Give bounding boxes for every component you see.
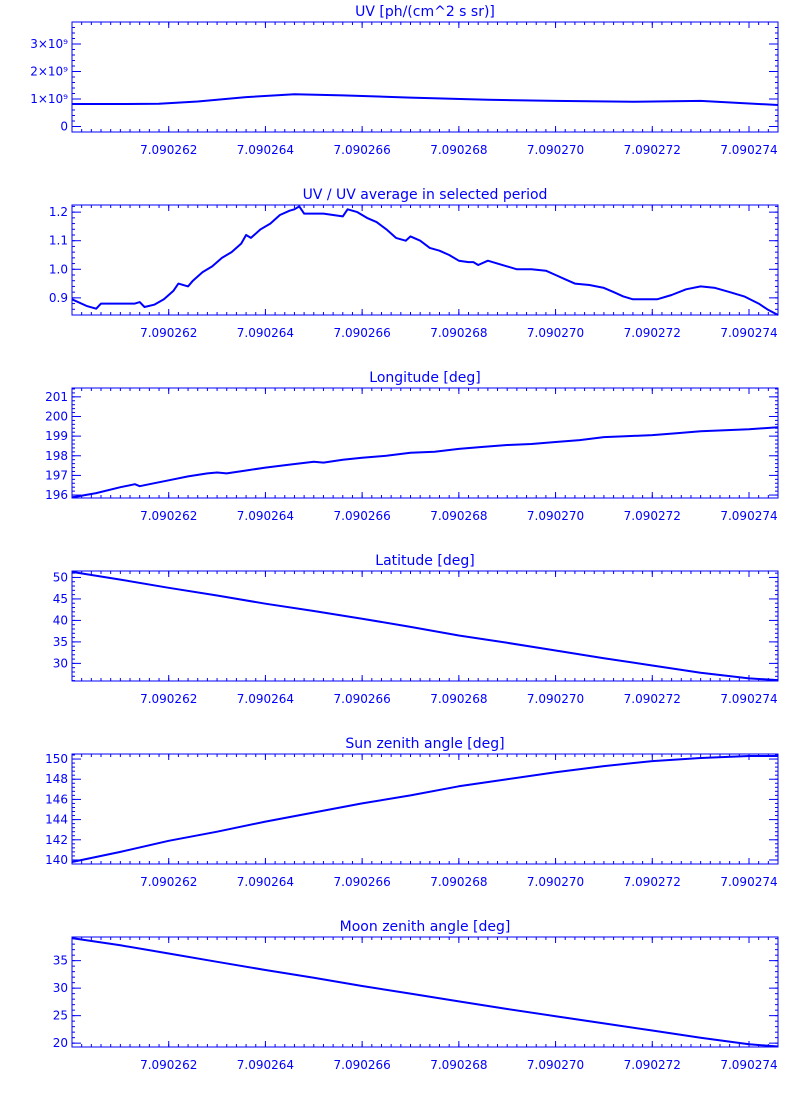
chart-panel-1: UV [ph/(cm^2 s sr)] 7.090262 7.090264 7.090… <box>30 4 779 157</box>
x-tick-label: 7.090268 <box>430 692 487 706</box>
x-tick-label: 7.090274 <box>720 875 777 889</box>
plot-frame <box>71 21 779 133</box>
y-tick-label: 140 <box>45 853 68 867</box>
x-tick-label: 7.090264 <box>237 509 294 523</box>
y-tick-label: 199 <box>45 429 68 443</box>
x-tick-label: 7.090270 <box>527 875 584 889</box>
x-tick-label: 7.090274 <box>720 143 777 157</box>
plot-frame <box>71 387 779 499</box>
y-tick-label: 45 <box>53 592 68 606</box>
x-tick-label: 7.090262 <box>140 875 197 889</box>
x-tick-label: 7.090272 <box>624 1058 681 1072</box>
chart-panel-4: Latitude [deg] 7.090262 7.090264 7.090266 7.… <box>53 553 779 706</box>
x-tick-label: 7.090262 <box>140 692 197 706</box>
chart-title: UV [ph/(cm^2 s sr)] <box>355 4 495 20</box>
y-tick-label: 50 <box>53 570 68 584</box>
series-line <box>71 937 779 1048</box>
series-line <box>71 205 779 316</box>
plot-frame <box>71 204 779 316</box>
x-tick-label: 7.090270 <box>527 143 584 157</box>
y-tick-label: 20 <box>53 1036 68 1050</box>
plot-frame <box>71 570 779 682</box>
series-line <box>71 570 779 682</box>
x-tick-label: 7.090262 <box>140 143 197 157</box>
x-tick-label: 7.090272 <box>624 875 681 889</box>
y-tick-label: 142 <box>45 833 68 847</box>
x-tick-label: 7.090268 <box>430 1058 487 1072</box>
x-tick-label: 7.090270 <box>527 509 584 523</box>
series-line <box>71 426 779 499</box>
y-tick-label: 30 <box>53 656 68 670</box>
x-tick-label: 7.090264 <box>237 692 294 706</box>
plot-frame <box>71 936 779 1048</box>
x-tick-label: 7.090268 <box>430 143 487 157</box>
y-tick-label: 197 <box>45 468 68 482</box>
y-tick-label: 2×10⁹ <box>30 65 68 79</box>
x-tick-label: 7.090264 <box>237 875 294 889</box>
x-tick-label: 7.090274 <box>720 692 777 706</box>
y-tick-label: 35 <box>53 954 68 968</box>
chart-title: Moon zenith angle [deg] <box>340 919 511 935</box>
x-tick-label: 7.090262 <box>140 1058 197 1072</box>
chart-title: Longitude [deg] <box>369 370 480 386</box>
x-tick-label: 7.090274 <box>720 509 777 523</box>
y-tick-label: 146 <box>45 792 68 806</box>
x-tick-label: 7.090266 <box>334 1058 391 1072</box>
chart-title: UV / UV average in selected period <box>303 187 548 203</box>
series-line <box>71 755 778 863</box>
y-tick-label: 144 <box>45 813 68 827</box>
x-tick-label: 7.090268 <box>430 326 487 340</box>
y-tick-label: 200 <box>45 409 68 423</box>
y-tick-label: 25 <box>53 1009 68 1023</box>
x-tick-label: 7.090266 <box>334 692 391 706</box>
chart-panel-6: Moon zenith angle [deg] 7.090262 7.090264 7… <box>53 919 779 1072</box>
y-tick-label: 1.2 <box>49 205 68 219</box>
y-tick-label: 30 <box>53 981 68 995</box>
x-tick-label: 7.090264 <box>237 326 294 340</box>
x-tick-label: 7.090266 <box>334 143 391 157</box>
x-tick-label: 7.090270 <box>527 326 584 340</box>
x-tick-label: 7.090272 <box>624 143 681 157</box>
x-tick-label: 7.090272 <box>624 692 681 706</box>
x-tick-label: 7.090264 <box>237 1058 294 1072</box>
x-tick-label: 7.090268 <box>430 875 487 889</box>
x-tick-label: 7.090262 <box>140 326 197 340</box>
y-tick-label: 201 <box>45 390 68 404</box>
y-tick-label: 35 <box>53 635 68 649</box>
y-tick-label: 1.0 <box>49 262 68 276</box>
y-tick-label: 150 <box>45 752 68 766</box>
x-tick-label: 7.090274 <box>720 1058 777 1072</box>
chart-title: Latitude [deg] <box>375 553 474 569</box>
y-tick-label: 1×10⁹ <box>30 92 68 106</box>
x-tick-label: 7.090272 <box>624 509 681 523</box>
y-tick-label: 40 <box>53 613 68 627</box>
x-tick-label: 7.090266 <box>334 326 391 340</box>
y-tick-label: 148 <box>45 772 68 786</box>
chart-panel-3: Longitude [deg] 7.090262 7.090264 7.090266 7… <box>45 370 779 523</box>
chart-panel-2: UV / UV average in selected period 7.0902… <box>49 187 779 340</box>
y-tick-label: 198 <box>45 449 68 463</box>
x-tick-label: 7.090270 <box>527 1058 584 1072</box>
x-tick-label: 7.090272 <box>624 326 681 340</box>
y-tick-label: 196 <box>45 488 68 502</box>
y-tick-label: 0.9 <box>49 291 68 305</box>
x-tick-label: 7.090264 <box>237 143 294 157</box>
x-tick-label: 7.090262 <box>140 509 197 523</box>
y-tick-label: 0 <box>60 120 68 134</box>
y-tick-label: 1.1 <box>49 234 68 248</box>
chart-panel-5: Sun zenith angle [deg] 7.090262 7.090264 7.… <box>45 736 779 889</box>
chart-title: Sun zenith angle [deg] <box>345 736 504 752</box>
x-tick-label: 7.090270 <box>527 692 584 706</box>
series-line <box>72 93 779 106</box>
x-tick-label: 7.090268 <box>430 509 487 523</box>
x-tick-label: 7.090266 <box>334 875 391 889</box>
x-tick-label: 7.090266 <box>334 509 391 523</box>
plot-frame <box>71 753 779 865</box>
x-tick-label: 7.090274 <box>720 326 777 340</box>
y-tick-label: 3×10⁹ <box>30 37 68 51</box>
